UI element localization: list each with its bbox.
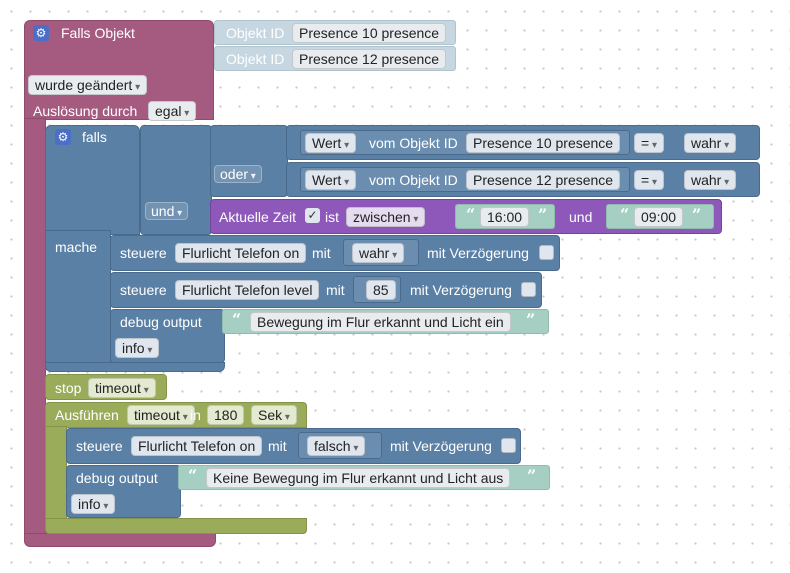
with-label: mit bbox=[312, 245, 331, 261]
bool-dropdown[interactable]: wahr bbox=[684, 170, 737, 190]
delay-checkbox[interactable] bbox=[521, 282, 536, 297]
bool-dropdown[interactable]: wahr bbox=[352, 243, 405, 263]
state-field[interactable]: Flurlicht Telefon on bbox=[175, 243, 307, 263]
is-label: ist bbox=[325, 209, 339, 225]
number-field[interactable]: 85 bbox=[366, 280, 396, 300]
object-id-label: Objekt ID bbox=[226, 51, 285, 67]
if-label: falls bbox=[82, 129, 107, 145]
value-dropdown[interactable]: Wert bbox=[305, 133, 357, 153]
delay-label: mit Verzögerung bbox=[390, 438, 492, 454]
current-time-label: Aktuelle Zeit bbox=[219, 209, 297, 225]
delay-checkbox[interactable] bbox=[539, 245, 554, 260]
gear-icon[interactable]: ⚙ bbox=[55, 129, 71, 145]
check-icon[interactable]: ✓ bbox=[305, 208, 320, 223]
time-to-field[interactable]: 09:00 bbox=[634, 207, 684, 227]
object-id-label: Objekt ID bbox=[226, 25, 285, 41]
trigger-by-label: Auslösung durch bbox=[33, 103, 138, 119]
state-field[interactable]: Flurlicht Telefon on bbox=[131, 436, 263, 456]
control-label: steuere bbox=[76, 438, 123, 454]
operator-dropdown[interactable]: = bbox=[634, 170, 664, 190]
if-block-rail bbox=[45, 230, 111, 370]
or-block[interactable] bbox=[210, 125, 288, 197]
and-label: und bbox=[569, 209, 593, 225]
log-level-dropdown[interactable]: info bbox=[71, 494, 116, 514]
bool-dropdown[interactable]: wahr bbox=[684, 133, 737, 153]
delay-label: mit Verzögerung bbox=[427, 245, 529, 261]
execute-label: Ausführen bbox=[55, 407, 119, 423]
quote-close-icon: ” bbox=[526, 310, 536, 329]
unit-dropdown[interactable]: Sek bbox=[251, 405, 297, 425]
from-object-label: vom Objekt ID bbox=[369, 135, 458, 151]
in-label: in bbox=[190, 407, 201, 423]
value-dropdown[interactable]: Wert bbox=[305, 170, 357, 190]
timer-dropdown[interactable]: timeout bbox=[127, 405, 195, 425]
object-id-field[interactable]: Presence 12 presence bbox=[292, 49, 447, 69]
event-block-bottom bbox=[24, 533, 216, 547]
delay-label: mit Verzögerung bbox=[410, 282, 512, 298]
log-level-dropdown[interactable]: info bbox=[115, 338, 160, 358]
quote-open-icon: “ bbox=[620, 205, 630, 224]
delay-checkbox[interactable] bbox=[501, 438, 516, 453]
event-block-left-rail bbox=[24, 118, 46, 538]
quote-open-icon: “ bbox=[232, 310, 242, 329]
operator-dropdown[interactable]: = bbox=[634, 133, 664, 153]
quote-close-icon: ” bbox=[527, 466, 537, 485]
state-field[interactable]: Flurlicht Telefon level bbox=[175, 280, 320, 300]
debug-text-field[interactable]: Bewegung im Flur erkannt und Licht ein bbox=[250, 312, 511, 332]
trigger-dropdown[interactable]: wurde geändert bbox=[28, 75, 148, 95]
bool-dropdown[interactable]: falsch bbox=[307, 436, 366, 456]
or-dropdown[interactable]: oder bbox=[214, 165, 262, 183]
event-title: Falls Objekt bbox=[61, 25, 135, 41]
delay-value-field[interactable]: 180 bbox=[207, 405, 245, 425]
stop-label: stop bbox=[55, 380, 82, 396]
debug-label: debug output bbox=[120, 314, 202, 330]
quote-open-icon: “ bbox=[466, 205, 476, 224]
time-mode-dropdown[interactable]: zwischen bbox=[346, 207, 426, 227]
debug-label: debug output bbox=[76, 470, 158, 486]
control-label: steuere bbox=[120, 282, 167, 298]
quote-open-icon: “ bbox=[188, 466, 198, 485]
object-id-field[interactable]: Presence 10 presence bbox=[292, 23, 447, 43]
control-label: steuere bbox=[120, 245, 167, 261]
do-label: mache bbox=[55, 239, 98, 255]
execute-block-rail bbox=[45, 426, 67, 524]
debug-text-field[interactable]: Keine Bewegung im Flur erkannt und Licht… bbox=[206, 468, 511, 488]
quote-close-icon: ” bbox=[538, 205, 548, 224]
with-label: mit bbox=[326, 282, 345, 298]
timer-dropdown[interactable]: timeout bbox=[88, 378, 156, 398]
object-field[interactable]: Presence 10 presence bbox=[466, 133, 621, 153]
trigger-by-dropdown[interactable]: egal bbox=[148, 101, 197, 121]
if-block-bottom bbox=[45, 362, 225, 372]
from-object-label: vom Objekt ID bbox=[369, 172, 458, 188]
time-from-field[interactable]: 16:00 bbox=[480, 207, 530, 227]
gear-icon[interactable]: ⚙ bbox=[33, 25, 49, 41]
quote-close-icon: ” bbox=[692, 205, 702, 224]
object-field[interactable]: Presence 12 presence bbox=[466, 170, 621, 190]
and-dropdown[interactable]: und bbox=[145, 202, 189, 220]
execute-block-bottom bbox=[45, 518, 307, 534]
with-label: mit bbox=[268, 438, 287, 454]
